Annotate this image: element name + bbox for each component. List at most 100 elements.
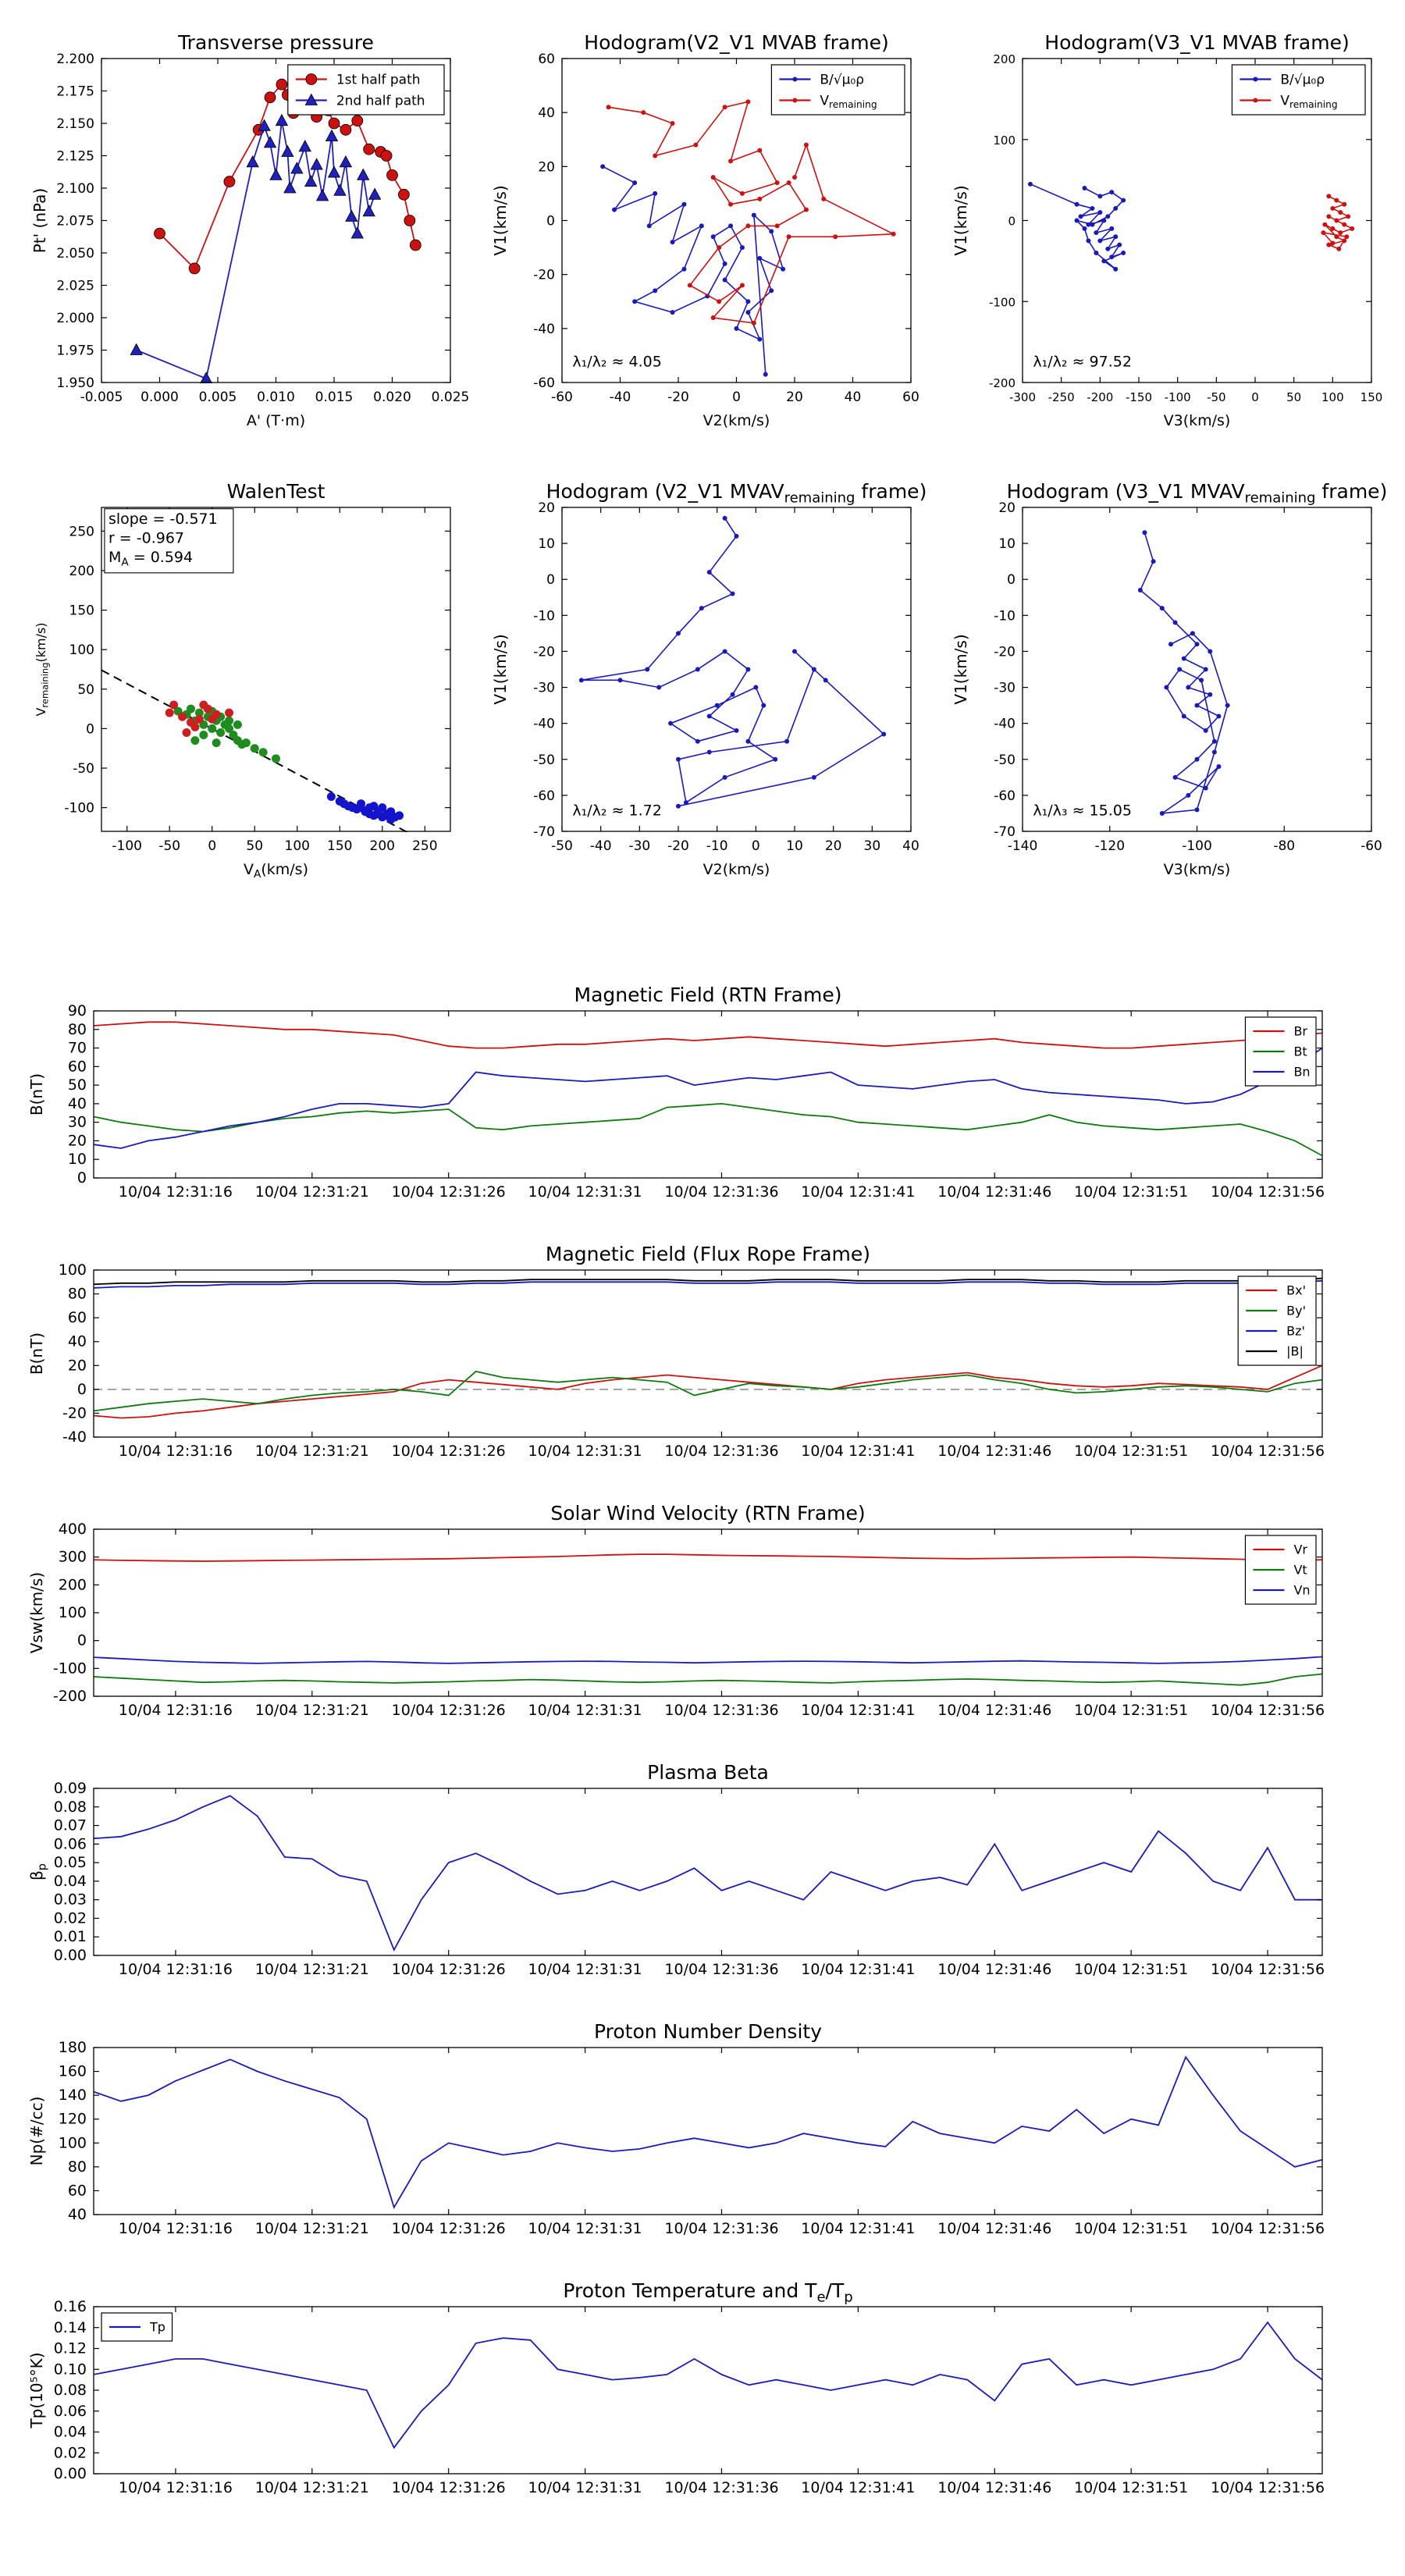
svg-text:100: 100 (1321, 390, 1344, 404)
svg-text:50: 50 (77, 682, 94, 698)
svg-text:10/04 12:31:56: 10/04 12:31:56 (1211, 2479, 1325, 2496)
svg-text:1.975: 1.975 (56, 343, 94, 359)
ticks (94, 1269, 1322, 1438)
svg-text:B/√μ₀ρ: B/√μ₀ρ (820, 72, 864, 87)
svg-text:-20: -20 (533, 644, 555, 660)
svg-text:λ₁/λ₃ ≈ 15.05: λ₁/λ₃ ≈ 15.05 (1033, 802, 1132, 819)
series-2nd-half-path (130, 113, 382, 383)
svg-text:-200: -200 (1087, 390, 1113, 404)
svg-text:20: 20 (786, 390, 803, 405)
svg-text:10: 10 (538, 536, 555, 552)
svg-text:-20: -20 (533, 268, 555, 283)
svg-text:70: 70 (68, 1040, 87, 1057)
svg-text:20: 20 (68, 1132, 87, 1149)
tick-labels: -300 -250 -200 -150 -100 -50 0 50 100 150 -200 -100… (989, 52, 1382, 404)
y-axis-label: Np(#/cc) (27, 2097, 46, 2166)
svg-text:100: 100 (69, 642, 94, 658)
svg-text:10/04 12:31:51: 10/04 12:31:51 (1074, 1443, 1188, 1460)
chart-magnetic-field-rtn: 10/04 12:31:16 10/04 12:31:21 10/04 12:31:… (27, 984, 1325, 1201)
y-axis-label: Pt' (nPa) (30, 188, 49, 253)
chart-title: WalenTest (227, 480, 325, 503)
svg-text:10/04 12:31:41: 10/04 12:31:41 (801, 2479, 915, 2496)
svg-text:-40: -40 (533, 322, 555, 337)
svg-text:100: 100 (59, 1261, 87, 1279)
svg-text:10/04 12:31:41: 10/04 12:31:41 (801, 1702, 915, 1719)
svg-text:10/04 12:31:31: 10/04 12:31:31 (528, 2220, 642, 2237)
svg-text:20: 20 (538, 159, 555, 175)
svg-text:10/04 12:31:16: 10/04 12:31:16 (119, 1702, 233, 1719)
svg-text:50: 50 (246, 838, 263, 854)
svg-text:300: 300 (59, 1549, 87, 1566)
y-axis-label: βp (27, 1863, 48, 1880)
svg-text:By': By' (1286, 1304, 1306, 1318)
chart-hodogram-v2v1-mvab: -60 -40 -20 0 20 40 60 -60 -40 -20 0 20 40 60 Hodogram… (491, 31, 919, 429)
svg-text:200: 200 (993, 52, 1016, 66)
plot-background (1023, 507, 1371, 831)
series-Bn (93, 1047, 1323, 1149)
tick-labels: -60 -40 -20 0 20 40 60 -60 -40 -20 0 20 40 60 (533, 52, 919, 405)
svg-text:-100: -100 (1182, 838, 1212, 854)
svg-text:10/04 12:31:41: 10/04 12:31:41 (801, 1961, 915, 1978)
svg-text:40: 40 (68, 1333, 87, 1350)
svg-text:10/04 12:31:26: 10/04 12:31:26 (392, 1443, 506, 1460)
svg-text:10/04 12:31:51: 10/04 12:31:51 (1074, 1183, 1188, 1201)
svg-text:-100: -100 (112, 838, 142, 854)
svg-text:40: 40 (68, 1095, 87, 1112)
chart-magnetic-field-fluxrope: 10/04 12:31:16 10/04 12:31:21 10/04 12:31:… (27, 1243, 1325, 1460)
svg-text:10/04 12:31:21: 10/04 12:31:21 (255, 1961, 369, 1978)
series-Vt (93, 1673, 1323, 1686)
svg-text:10/04 12:31:36: 10/04 12:31:36 (664, 1702, 778, 1719)
svg-text:-50: -50 (1207, 390, 1226, 404)
svg-text:10/04 12:31:21: 10/04 12:31:21 (255, 1702, 369, 1719)
svg-text:-50: -50 (73, 761, 94, 777)
svg-text:0: 0 (208, 838, 216, 854)
svg-text:0: 0 (77, 1381, 87, 1398)
svg-text:10/04 12:31:41: 10/04 12:31:41 (801, 1183, 915, 1201)
svg-text:10/04 12:31:31: 10/04 12:31:31 (528, 1702, 642, 1719)
chart-hodogram-v3v1-mvav: -140 -120 -100 -80 -60-70-60-50-40-30-20-100… (951, 480, 1387, 878)
series-Bx' (93, 1364, 1323, 1419)
legend: B/√μ₀ρ Vremaining (770, 64, 905, 116)
svg-text:20: 20 (998, 500, 1016, 516)
x-axis-label: V2(km/s) (703, 861, 770, 878)
svg-text:10/04 12:31:21: 10/04 12:31:21 (255, 1443, 369, 1460)
svg-text:50: 50 (68, 1076, 87, 1094)
chart-title: Proton Temperature and Te/Tp (563, 2279, 852, 2306)
svg-text:200: 200 (69, 564, 94, 579)
svg-text:0: 0 (1008, 215, 1016, 229)
chart-hodogram-v3v1-mvab: -300 -250 -200 -150 -100 -50 0 50 100 150 -200 -100… (951, 31, 1382, 429)
svg-text:10/04 12:31:46: 10/04 12:31:46 (937, 2220, 1051, 2237)
ticks (94, 1010, 1322, 1179)
svg-text:2.050: 2.050 (56, 246, 94, 262)
svg-text:10/04 12:31:31: 10/04 12:31:31 (528, 1183, 642, 1201)
svg-text:10/04 12:31:31: 10/04 12:31:31 (528, 1961, 642, 1978)
svg-text:2.200: 2.200 (56, 52, 94, 67)
svg-text:200: 200 (59, 1576, 87, 1593)
chart-title: Hodogram (V2_V1 MVAVremaining frame) (546, 480, 927, 507)
series-beta (93, 1795, 1322, 1952)
svg-text:100: 100 (993, 133, 1016, 148)
svg-text:250: 250 (412, 838, 437, 854)
svg-text:-20: -20 (667, 390, 689, 405)
svg-text:0.04: 0.04 (54, 2424, 87, 2441)
svg-text:0.09: 0.09 (54, 1780, 87, 1797)
svg-text:-20: -20 (62, 1404, 87, 1421)
svg-text:0.00: 0.00 (54, 1947, 87, 1964)
y-axis-label: B(nT) (27, 1332, 46, 1375)
axes-frame (93, 2047, 1323, 2215)
svg-text:0: 0 (732, 390, 741, 405)
series-Vn (93, 1656, 1323, 1664)
svg-text:0.06: 0.06 (54, 1835, 87, 1852)
legend: Vr Vt Vn (1244, 1535, 1317, 1605)
ticks (1022, 58, 1372, 383)
svg-text:0.025: 0.025 (432, 390, 470, 405)
series-layer (101, 669, 409, 832)
svg-text:60: 60 (902, 390, 919, 405)
svg-text:-10: -10 (706, 838, 728, 854)
y-axis-label: Vsw(km/s) (27, 1572, 46, 1653)
svg-text:0.05: 0.05 (54, 1854, 87, 1871)
svg-text:10/04 12:31:21: 10/04 12:31:21 (255, 1183, 369, 1201)
chart-title: Magnetic Field (RTN Frame) (574, 984, 842, 1006)
legend: 1st half path 2nd half path (287, 64, 445, 116)
